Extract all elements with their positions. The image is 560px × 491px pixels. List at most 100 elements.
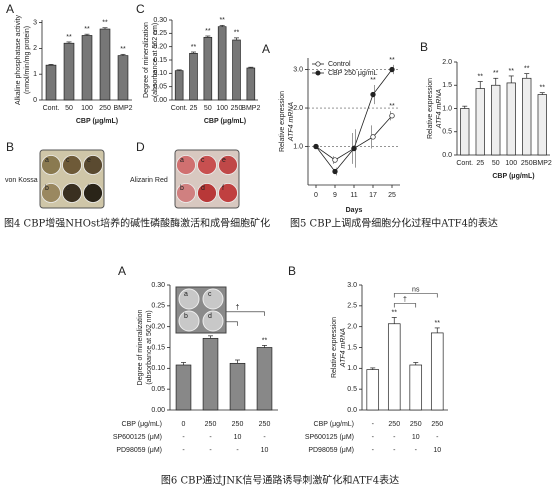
y-tick-label: 2: [33, 45, 37, 52]
y-tick-label: 0.30: [153, 17, 167, 24]
y-axis-label: ATF4 mRNA: [288, 102, 295, 142]
data-point: [370, 91, 376, 98]
well-label: a: [180, 157, 184, 164]
bar: [174, 70, 184, 101]
significance-label: **: [84, 26, 90, 33]
bar: [430, 332, 444, 411]
significance-bracket: [393, 303, 417, 308]
condition-label: CBP (μg/mL): [314, 421, 354, 428]
y-tick-label: 1.5: [347, 344, 357, 351]
bar: [256, 347, 273, 411]
panel-letter: A: [6, 2, 14, 16]
y-tick-label: 0.5: [442, 129, 452, 136]
significance-label: **: [389, 103, 395, 110]
well: [202, 288, 224, 310]
well: [176, 155, 196, 175]
x-tick-label: 25: [476, 160, 484, 167]
condition-value: 250: [259, 421, 271, 428]
x-tick-label: 50: [204, 105, 212, 112]
condition-value: -: [372, 447, 375, 454]
well: [41, 155, 61, 175]
y-tick-label: 2.0: [347, 324, 357, 331]
x-tick-label: 25: [388, 192, 396, 199]
x-tick-label: Cont.: [456, 160, 473, 167]
caption: 图5 CBP上调成骨细胞分化过程中ATF4的表达: [290, 217, 498, 230]
x-axis-label: Days: [346, 207, 363, 214]
well-label: b: [45, 185, 49, 192]
x-tick-label: Cont.: [171, 105, 188, 112]
significance-label: **: [389, 57, 395, 64]
significance-label: **: [120, 46, 126, 53]
condition-value: -: [393, 447, 396, 454]
condition-value: -: [436, 434, 439, 441]
condition-value: -: [372, 421, 375, 428]
y-tick-label: 0.5: [347, 386, 357, 393]
condition-value: 250: [410, 421, 422, 428]
y-tick-label: 0.10: [153, 70, 167, 77]
bar: [189, 52, 198, 101]
y-tick-label: 0.25: [153, 30, 167, 37]
x-tick-label: BMP2: [533, 160, 552, 167]
y-tick-label: 0.05: [151, 386, 165, 393]
y-tick-label: 1.0: [442, 105, 452, 112]
x-tick-label: 100: [81, 105, 93, 112]
well: [62, 155, 82, 175]
y-tick-label: 0.15: [153, 57, 167, 64]
x-axis-label: CBP (μg/mL): [204, 118, 246, 125]
x-tick-label: 100: [505, 160, 517, 167]
bar: [175, 364, 192, 411]
bar: [460, 108, 470, 156]
y-tick-label: 0.0: [347, 407, 357, 414]
y-axis-label: (absorbance at 562 nm): [152, 23, 159, 97]
well-label: e: [87, 157, 91, 164]
bar: [81, 35, 93, 101]
y-axis-label: Relative expression: [331, 317, 338, 378]
x-tick-label: 250: [521, 160, 533, 167]
x-axis-label: CBP (μg/mL): [76, 118, 118, 125]
panel-letter: A: [262, 42, 270, 56]
x-tick-label: Cont.: [43, 105, 60, 112]
x-tick-label: 11: [350, 192, 357, 199]
y-tick-label: 2.0: [442, 59, 452, 66]
well: [178, 288, 200, 310]
y-tick-label: 0.25: [151, 303, 165, 310]
condition-value: -: [372, 434, 375, 441]
well-label: a: [45, 157, 49, 164]
y-axis-label: Degree of mineralization: [143, 22, 150, 98]
significance-label: **: [370, 77, 376, 84]
well-label: c: [201, 157, 205, 164]
well: [178, 310, 200, 332]
significance-label: **: [478, 73, 484, 80]
bar: [246, 67, 256, 101]
bracket-label: ns: [412, 286, 420, 293]
stain-label: von Kossa: [5, 177, 38, 184]
y-tick-label: 0.0: [442, 152, 452, 159]
y-axis-label: Degree of mineralization: [137, 309, 144, 385]
y-axis-label: ATF4 mRNA: [436, 89, 443, 129]
bar: [475, 88, 485, 156]
bar: [409, 364, 423, 411]
well-label: f: [222, 185, 224, 192]
legend-marker: [315, 61, 321, 67]
x-tick-label: 9: [333, 192, 337, 199]
caption: 图4 CBP增强NHOst培养的碱性磷酸酶激活和成骨细胞矿化: [4, 217, 270, 230]
well: [218, 183, 238, 203]
well-label: c: [208, 291, 212, 298]
significance-bracket: [393, 293, 438, 298]
y-tick-label: 0.30: [151, 282, 165, 289]
y-tick-label: 0.00: [153, 97, 167, 104]
condition-value: -: [182, 447, 185, 454]
well: [202, 310, 224, 332]
condition-label: PD98059 (μM): [116, 447, 162, 454]
bar: [99, 28, 111, 101]
data-point: [313, 143, 319, 150]
y-axis-label: Relative expression: [427, 78, 434, 139]
panel-letter: B: [288, 264, 296, 278]
well-label: d: [208, 313, 212, 320]
y-axis-label: Alkaline phosphatase activity: [15, 15, 22, 105]
y-axis-label: (nmol/min/mg protein): [24, 26, 31, 94]
legend-label: Control: [328, 61, 351, 68]
bar: [522, 77, 532, 156]
